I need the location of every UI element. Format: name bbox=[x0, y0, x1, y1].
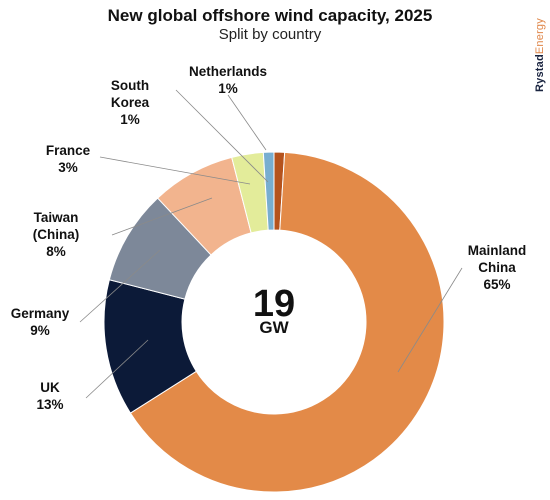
slice-pct-germany: 9% bbox=[30, 323, 50, 338]
slice-name-taiwan-china: Taiwan bbox=[34, 210, 79, 225]
slice-pct-france: 3% bbox=[58, 160, 78, 175]
slices-group bbox=[103, 151, 445, 493]
slice-label-uk: UK 13% bbox=[36, 380, 63, 412]
slice-name-france: France bbox=[46, 143, 91, 158]
leader-line-south-korea bbox=[175, 89, 269, 183]
slice-label-germany: Germany 9% bbox=[11, 306, 70, 338]
slice-pct-netherlands: 1% bbox=[218, 81, 238, 96]
slice-name-germany: Germany bbox=[11, 306, 70, 321]
slice-pct-mainland-china: 65% bbox=[483, 277, 510, 292]
leader-line-netherlands bbox=[227, 94, 267, 151]
slice-label-taiwan-china: Taiwan (China) 8% bbox=[33, 210, 80, 259]
slice-pct-taiwan-china: 8% bbox=[46, 244, 66, 259]
leader-line-mainland-china bbox=[397, 267, 463, 373]
slice-pct-uk: 13% bbox=[36, 397, 63, 412]
leader-line-uk bbox=[85, 339, 149, 399]
slice-name-netherlands: Netherlands bbox=[189, 64, 267, 79]
slice-name-taiwan-china: (China) bbox=[33, 227, 80, 242]
chart-subtitle: Split by country bbox=[218, 26, 322, 43]
chart-title: New global offshore wind capacity, 2025 bbox=[107, 6, 433, 25]
slice-name-mainland-china: Mainland bbox=[468, 243, 527, 258]
leader-line-taiwan-china bbox=[111, 197, 213, 236]
leader-line-france bbox=[99, 156, 251, 185]
slice-name-south-korea: South bbox=[111, 78, 149, 93]
center-total-value: 19 bbox=[253, 283, 295, 325]
leader-lines-group bbox=[79, 89, 463, 399]
leader-line-germany bbox=[79, 249, 161, 323]
slice-label-netherlands: Netherlands 1% bbox=[189, 64, 267, 96]
slice-name-south-korea: Korea bbox=[111, 95, 150, 110]
slice-label-france: France 3% bbox=[46, 143, 91, 175]
slice-south-korea bbox=[262, 151, 275, 231]
slice-name-mainland-china: China bbox=[478, 260, 516, 275]
slice-label-south-korea: South Korea 1% bbox=[111, 78, 150, 127]
slice-name-uk: UK bbox=[40, 380, 60, 395]
slice-pct-south-korea: 1% bbox=[120, 112, 140, 127]
slice-mainland-china bbox=[129, 151, 445, 493]
center-total-unit: GW bbox=[259, 318, 289, 337]
slice-labels-group: Mainland China 65% UK 13% Germany 9% Taiwan (Chi… bbox=[11, 64, 527, 412]
slice-label-mainland-china: Mainland China 65% bbox=[468, 243, 527, 292]
